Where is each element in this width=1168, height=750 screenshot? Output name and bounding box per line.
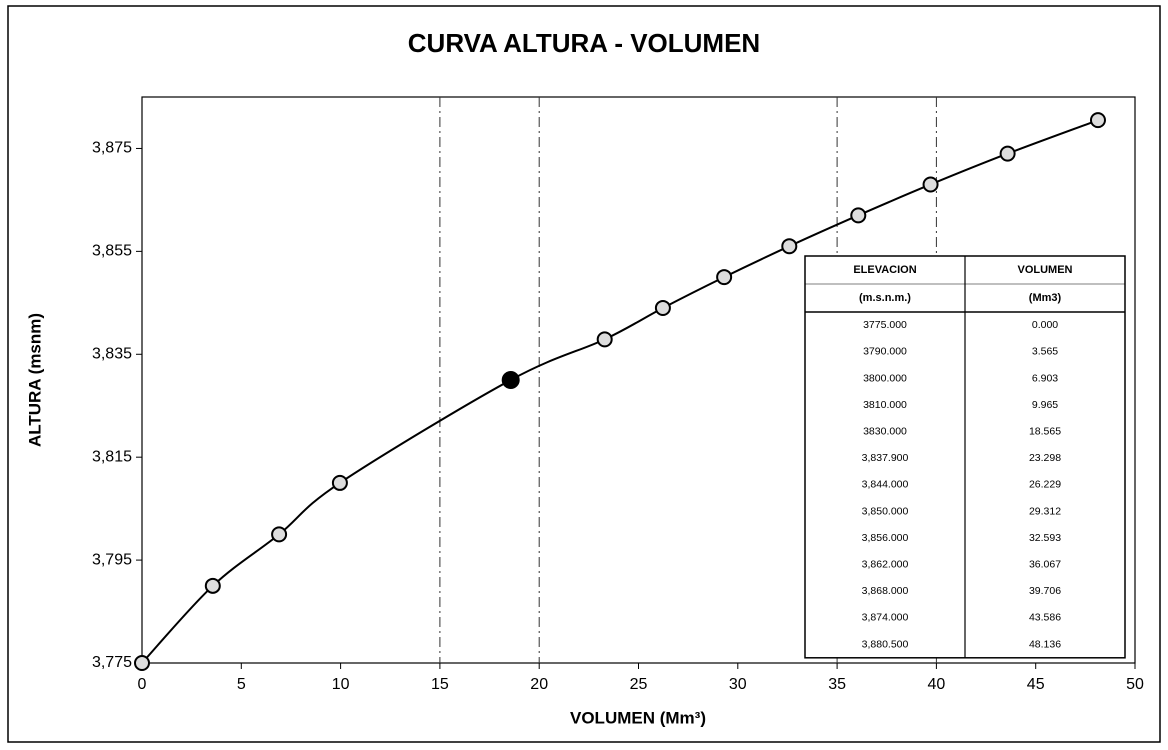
point xyxy=(501,371,520,389)
x-tick-label: 10 xyxy=(332,676,350,693)
table-header: (Mm3) xyxy=(1029,292,1062,304)
point xyxy=(1089,112,1106,129)
table-cell: 29.312 xyxy=(1029,505,1061,517)
y-axis-label: ALTURA (msnm) xyxy=(25,313,44,447)
x-tick-label: 30 xyxy=(729,676,747,693)
y-tick-label: 3,855 xyxy=(92,243,132,260)
table-cell: 6.903 xyxy=(1032,372,1058,384)
chart-title: CURVA ALTURA - VOLUMEN xyxy=(408,28,760,58)
point xyxy=(331,474,348,491)
table-cell: 3810.000 xyxy=(863,399,907,411)
x-tick-label: 35 xyxy=(828,676,846,693)
table-cell: 32.593 xyxy=(1029,532,1061,544)
point xyxy=(999,145,1016,162)
point xyxy=(922,176,939,193)
y-tick-label: 3,815 xyxy=(92,448,132,465)
table-header: ELEVACION xyxy=(853,264,916,276)
table-header: VOLUMEN xyxy=(1018,264,1073,276)
x-tick-label: 20 xyxy=(530,676,548,693)
table-cell: 3,868.000 xyxy=(862,585,909,597)
x-tick-label: 0 xyxy=(138,676,147,693)
point xyxy=(596,331,613,348)
y-tick-label: 3,835 xyxy=(92,345,132,362)
x-tick-label: 25 xyxy=(630,676,648,693)
point xyxy=(271,526,288,543)
y-tick-label: 3,795 xyxy=(92,551,132,568)
table-cell: 3800.000 xyxy=(863,372,907,384)
y-tick-label: 3,875 xyxy=(92,140,132,157)
table-cell: 3,850.000 xyxy=(862,505,909,517)
table-cell: 3,880.500 xyxy=(862,638,909,650)
table-cell: 9.965 xyxy=(1032,399,1058,411)
table-cell: 23.298 xyxy=(1029,452,1061,464)
point xyxy=(134,655,150,671)
table-header: (m.s.n.m.) xyxy=(859,292,911,304)
table-cell: 3775.000 xyxy=(863,319,907,331)
table-cell: 3,874.000 xyxy=(862,612,909,624)
table-cell: 3.565 xyxy=(1032,346,1058,358)
x-tick-label: 5 xyxy=(237,676,246,693)
x-tick-label: 15 xyxy=(431,676,449,693)
table-cell: 39.706 xyxy=(1029,585,1061,597)
table-cell: 3,844.000 xyxy=(862,479,909,491)
point xyxy=(716,269,733,286)
table-cell: 3830.000 xyxy=(863,425,907,437)
table-cell: 36.067 xyxy=(1029,558,1061,570)
x-tick-label: 50 xyxy=(1126,676,1144,693)
point xyxy=(654,299,671,316)
x-tick-label: 45 xyxy=(1027,676,1045,693)
table-cell: 3,856.000 xyxy=(862,532,909,544)
table-cell: 26.229 xyxy=(1029,479,1061,491)
table-cell: 0.000 xyxy=(1032,319,1058,331)
point xyxy=(204,577,221,594)
table-cell: 18.565 xyxy=(1029,425,1061,437)
point xyxy=(781,238,798,255)
table-cell: 48.136 xyxy=(1029,638,1061,650)
point xyxy=(850,207,867,224)
table-cell: 3,862.000 xyxy=(862,558,909,570)
table-cell: 43.586 xyxy=(1029,612,1061,624)
x-axis-label: VOLUMEN (Mm³) xyxy=(570,708,706,727)
x-tick-label: 40 xyxy=(928,676,946,693)
table-cell: 3,837.900 xyxy=(862,452,909,464)
table-cell: 3790.000 xyxy=(863,346,907,358)
y-tick-label: 3,775 xyxy=(92,654,132,671)
